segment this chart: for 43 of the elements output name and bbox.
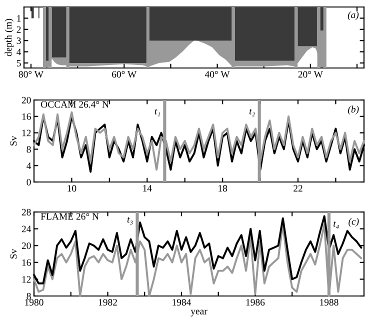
x-tick-label: 80° W [18, 71, 44, 78]
y-tick-label: 4 [16, 48, 22, 56]
x-tick-label: 40° W [204, 71, 230, 78]
y-tick-label: 12 [22, 130, 31, 136]
x-tick-label: 1988 [320, 299, 338, 306]
annotation: (b) [348, 106, 359, 115]
x-tick-label: 14 [143, 185, 152, 192]
y-axis-title: Sv [10, 248, 17, 258]
x-tick-label: 1986 [246, 299, 265, 306]
y-tick-label: 28 [22, 208, 31, 216]
chart-title: OCCAM 26.4° N [41, 101, 109, 108]
y-tick-label: 8 [26, 292, 31, 300]
annotation: t₄ [334, 221, 339, 229]
y-tick-label: 20 [22, 96, 31, 104]
x-tick-label: 1982 [98, 299, 117, 306]
x-tick-label: 20° W [298, 71, 323, 78]
x-tick-label: 18 [218, 185, 228, 192]
annotation: (a) [348, 11, 359, 20]
y-tick-label: 5 [16, 60, 21, 66]
y-tick-label: 8 [26, 146, 31, 153]
x-axis-title: year [190, 310, 208, 316]
y-tick-label: 12 [22, 276, 31, 283]
y-tick-label: 16 [22, 113, 31, 120]
annotation: t₃ [127, 217, 133, 225]
x-tick-label: 1980 [25, 299, 44, 306]
y-axis-title: depth (m) [4, 18, 14, 56]
y-tick-label: 24 [22, 226, 32, 232]
y-tick-label: 0 [26, 178, 31, 186]
y-tick-label: 2 [16, 26, 21, 33]
x-tick-label: 10 [68, 185, 76, 192]
chart-title: FLAME 26° N [40, 213, 99, 220]
y-tick-label: 20 [22, 242, 31, 250]
y-tick-label: 4 [26, 162, 32, 169]
x-tick-label: 60° W [112, 71, 137, 78]
x-tick-label: 1984 [172, 299, 192, 306]
y-tick-label: 1 [17, 15, 21, 22]
x-tick-label: 22 [294, 185, 302, 192]
annotation: (c) [348, 218, 359, 227]
annotation: t₁ [154, 108, 160, 116]
annotation: t₂ [250, 108, 255, 116]
y-tick-label: 3 [16, 38, 21, 44]
y-axis-title: Sv [10, 136, 17, 146]
y-tick-label: 16 [22, 259, 31, 266]
